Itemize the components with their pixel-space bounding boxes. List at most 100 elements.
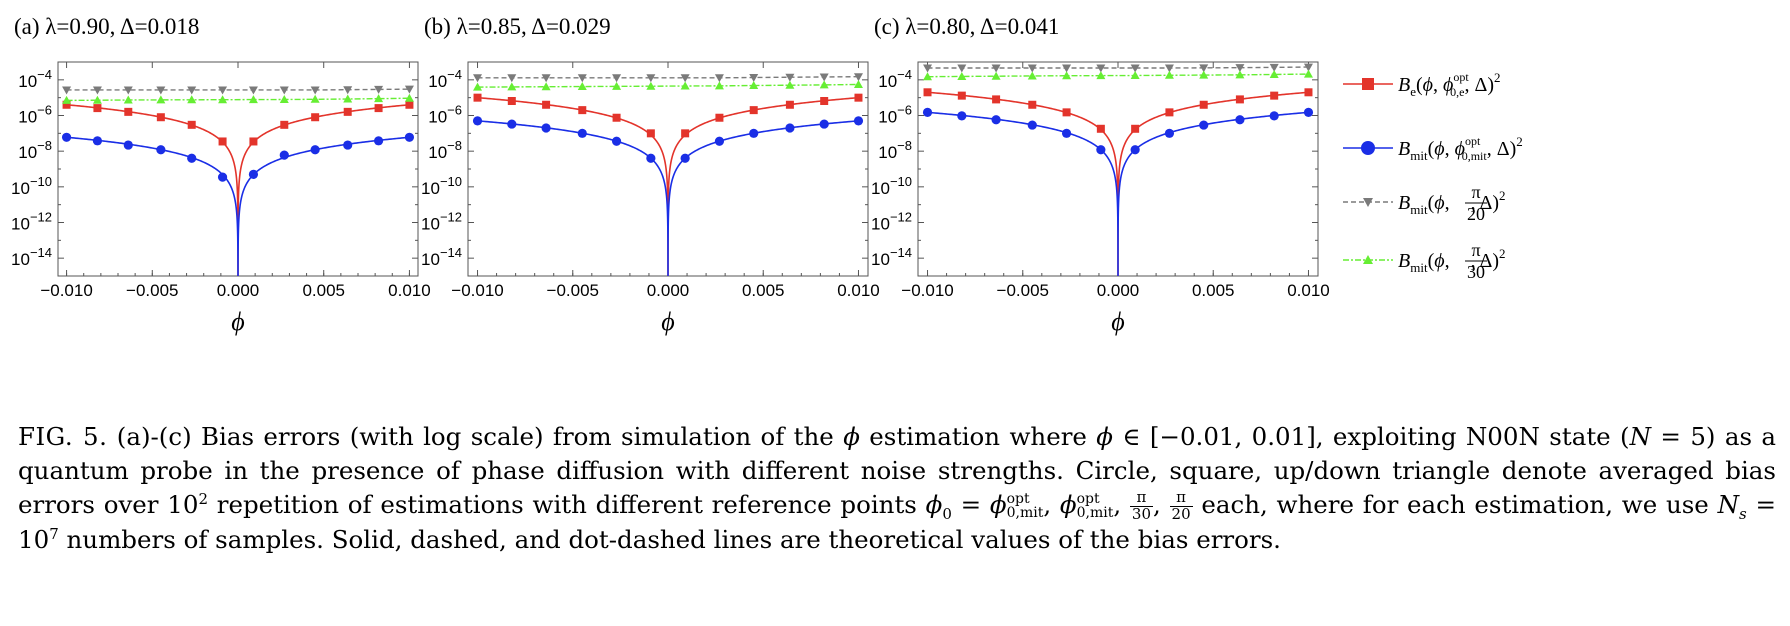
series-line — [477, 75, 859, 79]
data-point — [1096, 64, 1106, 73]
caption-opt-2: opt — [1076, 491, 1100, 507]
data-point — [922, 107, 933, 117]
data-point — [156, 95, 166, 104]
caption-den-20: 20 — [1171, 505, 1191, 523]
data-point — [1096, 71, 1106, 80]
legend-marker — [1361, 141, 1375, 155]
data-point — [577, 82, 587, 91]
legend-frac-den: 30 — [1467, 262, 1485, 282]
data-point — [646, 81, 656, 90]
data-point — [187, 86, 197, 95]
legend-marker — [1362, 78, 1374, 90]
caption-mit-2: 0,mit — [1076, 505, 1114, 521]
data-point — [123, 86, 133, 95]
data-point — [62, 95, 72, 104]
data-point — [1130, 70, 1140, 79]
caption-mit-1: 0,mit — [1006, 505, 1044, 521]
caption-phi: ϕ — [843, 422, 860, 451]
data-point — [92, 136, 103, 146]
data-point — [681, 129, 690, 138]
data-point — [248, 169, 259, 179]
data-point — [714, 74, 724, 83]
panel-title: (a) λ=0.90, Δ=0.018 — [14, 14, 199, 39]
data-point — [62, 100, 71, 109]
data-point — [646, 74, 656, 83]
x-tick-label: −0.010 — [40, 281, 92, 300]
data-point — [785, 80, 795, 89]
data-point — [1096, 124, 1105, 133]
data-point — [1027, 120, 1037, 130]
data-point — [680, 74, 690, 83]
x-tick-label: −0.010 — [901, 281, 953, 300]
data-point — [853, 116, 864, 126]
data-point — [1235, 64, 1245, 73]
caption-opt-1: opt — [1006, 491, 1030, 507]
data-point — [611, 136, 622, 146]
data-point — [749, 106, 758, 115]
data-point — [991, 71, 1001, 80]
data-point — [472, 116, 483, 126]
data-point — [310, 145, 320, 155]
data-point — [1061, 128, 1072, 138]
y-tick-label: 10−10 — [421, 174, 462, 198]
data-point — [248, 86, 258, 95]
data-point — [218, 95, 228, 104]
y-tick-label: 10−8 — [428, 138, 462, 162]
data-point — [279, 150, 289, 160]
caption-ns: N — [1717, 490, 1739, 519]
data-point — [1027, 64, 1037, 73]
legend-frac-num: π — [1471, 240, 1480, 260]
y-tick-label: 10−12 — [871, 210, 912, 234]
caption-sub0: 0 — [942, 504, 952, 523]
series-line — [66, 136, 410, 276]
data-point — [923, 88, 932, 97]
x-axis-label: ϕ — [661, 307, 674, 336]
caption-text-3: ∈ [−0.01, 0.01], exploiting N00N state ( — [1112, 422, 1630, 451]
data-point — [680, 81, 690, 90]
data-point — [248, 95, 258, 104]
x-tick-label: −0.005 — [126, 281, 178, 300]
legend-label: Bmit(ϕ, ϕopt 0,mit, Δ)2 — [1398, 134, 1523, 163]
data-point — [785, 73, 795, 82]
data-point — [404, 85, 414, 94]
caption-frac-30: π 30 — [1129, 489, 1153, 523]
data-point — [279, 86, 289, 95]
data-point — [785, 100, 794, 109]
caption-n: N — [1629, 422, 1652, 451]
data-point — [923, 64, 933, 73]
data-point — [1130, 145, 1140, 155]
x-tick-label: −0.005 — [997, 281, 1049, 300]
data-point — [646, 153, 656, 163]
caption-comma-1: , — [1043, 490, 1060, 519]
data-point — [541, 123, 551, 133]
caption-pi-2: π — [1169, 489, 1193, 507]
caption-phi0: ϕ — [925, 490, 943, 519]
data-point — [1235, 115, 1245, 125]
data-point — [374, 94, 384, 103]
data-point — [473, 93, 482, 102]
data-point — [310, 86, 320, 95]
data-point — [957, 111, 967, 121]
data-point — [343, 140, 353, 150]
data-point — [1027, 71, 1037, 80]
x-tick-label: 0.000 — [647, 281, 690, 300]
caption-stack-1: opt 0,mit — [1007, 492, 1044, 520]
x-tick-label: 0.010 — [1287, 281, 1330, 300]
caption-label: FIG. 5. — [18, 422, 108, 451]
panel-c: (c) λ=0.80, Δ=0.041 10−4 10−6 10−8 10−10 10−1… — [871, 14, 1330, 336]
y-tick-label: 10−8 — [878, 138, 912, 162]
data-point — [819, 119, 829, 129]
x-axis-label: ϕ — [1111, 307, 1124, 336]
data-point — [280, 120, 289, 129]
panel-title: (b) λ=0.85, Δ=0.029 — [424, 14, 611, 39]
caption-comma-3: , — [1153, 490, 1170, 519]
caption-text-8: = 10 — [18, 490, 1776, 554]
caption-text-6: = — [951, 490, 990, 519]
data-point — [507, 74, 517, 83]
data-point — [854, 93, 863, 102]
data-point — [124, 107, 133, 116]
x-tick-label: 0.005 — [742, 281, 785, 300]
data-point — [714, 136, 725, 146]
series-line — [477, 96, 859, 276]
